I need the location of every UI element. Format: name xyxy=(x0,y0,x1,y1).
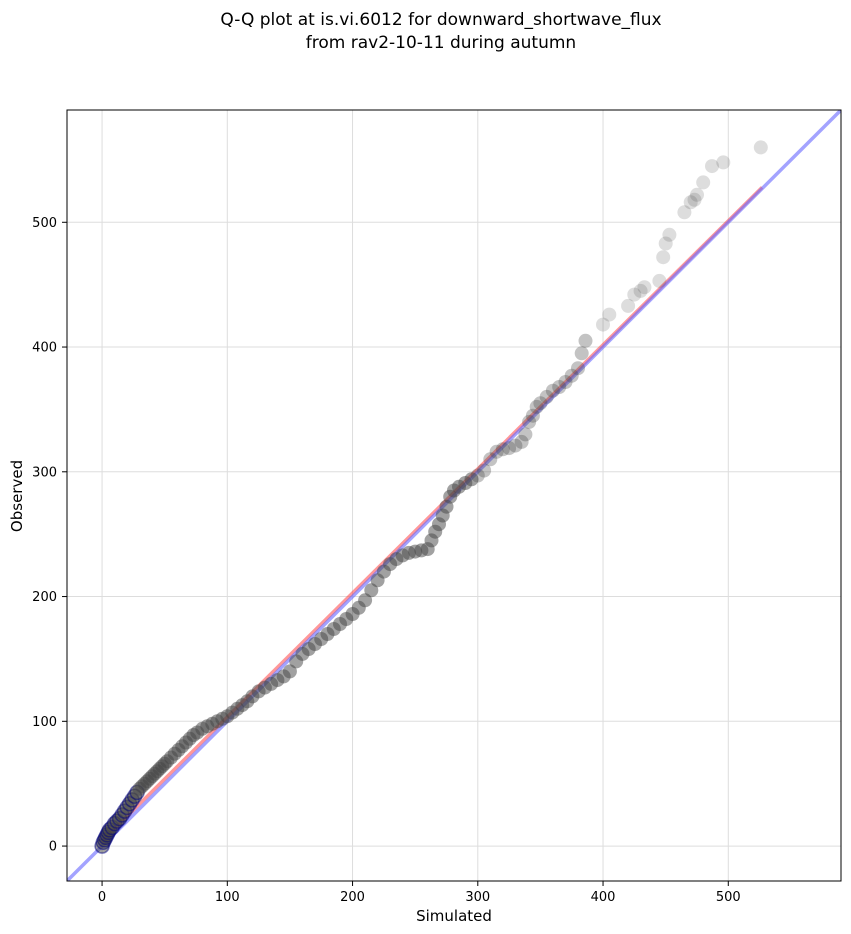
x-tick-label: 0 xyxy=(98,890,106,905)
plot-frame xyxy=(66,109,842,882)
data-point xyxy=(705,159,719,174)
data-point xyxy=(602,307,617,322)
data-point xyxy=(753,140,768,155)
data-point xyxy=(627,287,642,302)
data-point xyxy=(502,441,517,456)
x-axis-label: Simulated xyxy=(416,907,492,925)
data-point xyxy=(508,438,523,453)
data-point xyxy=(483,452,498,467)
chart-subtitle: from rav2-10-11 during autumn xyxy=(306,33,576,53)
y-tick-label: 200 xyxy=(32,590,57,605)
data-point xyxy=(282,664,297,679)
x-tick-label: 400 xyxy=(591,890,616,905)
x-tick-label: 200 xyxy=(340,890,365,905)
data-point xyxy=(571,361,585,376)
data-point xyxy=(716,155,731,170)
x-tick-label: 100 xyxy=(215,890,240,905)
data-point xyxy=(470,468,485,483)
data-point xyxy=(529,399,544,414)
data-point xyxy=(656,250,671,265)
data-point xyxy=(564,368,579,383)
data-point xyxy=(533,396,548,411)
y-tick-label: 400 xyxy=(32,341,57,356)
data-point xyxy=(574,346,589,361)
data-point xyxy=(495,442,510,457)
data-point xyxy=(690,187,704,202)
chart-title: Q-Q plot at is.vi.6012 for downward_shor… xyxy=(220,10,661,30)
y-axis-label: Observed xyxy=(8,460,26,532)
data-point xyxy=(514,434,529,449)
y-tick-label: 100 xyxy=(32,715,57,730)
data-point xyxy=(652,273,667,288)
y-tick-label: 300 xyxy=(32,465,57,480)
data-point xyxy=(578,333,593,348)
data-point xyxy=(677,205,692,220)
data-point xyxy=(696,175,711,190)
data-point xyxy=(662,227,677,242)
data-point xyxy=(489,444,504,459)
x-tick-label: 500 xyxy=(716,890,741,905)
data-points xyxy=(94,140,768,854)
data-point xyxy=(658,236,673,251)
x-tick-label: 300 xyxy=(465,890,490,905)
data-point xyxy=(637,280,652,295)
data-point xyxy=(464,472,479,487)
data-point xyxy=(525,408,540,423)
data-point xyxy=(518,427,533,442)
data-point xyxy=(477,463,492,478)
data-point xyxy=(687,192,702,207)
data-point xyxy=(683,195,698,210)
data-point xyxy=(596,317,610,332)
data-point xyxy=(364,583,379,598)
data-point xyxy=(558,375,573,389)
data-point xyxy=(621,298,636,313)
data-point xyxy=(522,414,537,429)
data-point xyxy=(358,593,373,608)
y-tick-label: 0 xyxy=(49,840,57,855)
axis-ticks: 0 100 200 300 400 500 0 100 200 300 400 500 xyxy=(32,216,741,905)
grid xyxy=(67,110,841,881)
data-point xyxy=(545,383,560,398)
data-point xyxy=(552,380,567,394)
y-tick-label: 500 xyxy=(32,216,57,231)
data-point xyxy=(539,389,554,404)
data-point xyxy=(633,283,648,298)
